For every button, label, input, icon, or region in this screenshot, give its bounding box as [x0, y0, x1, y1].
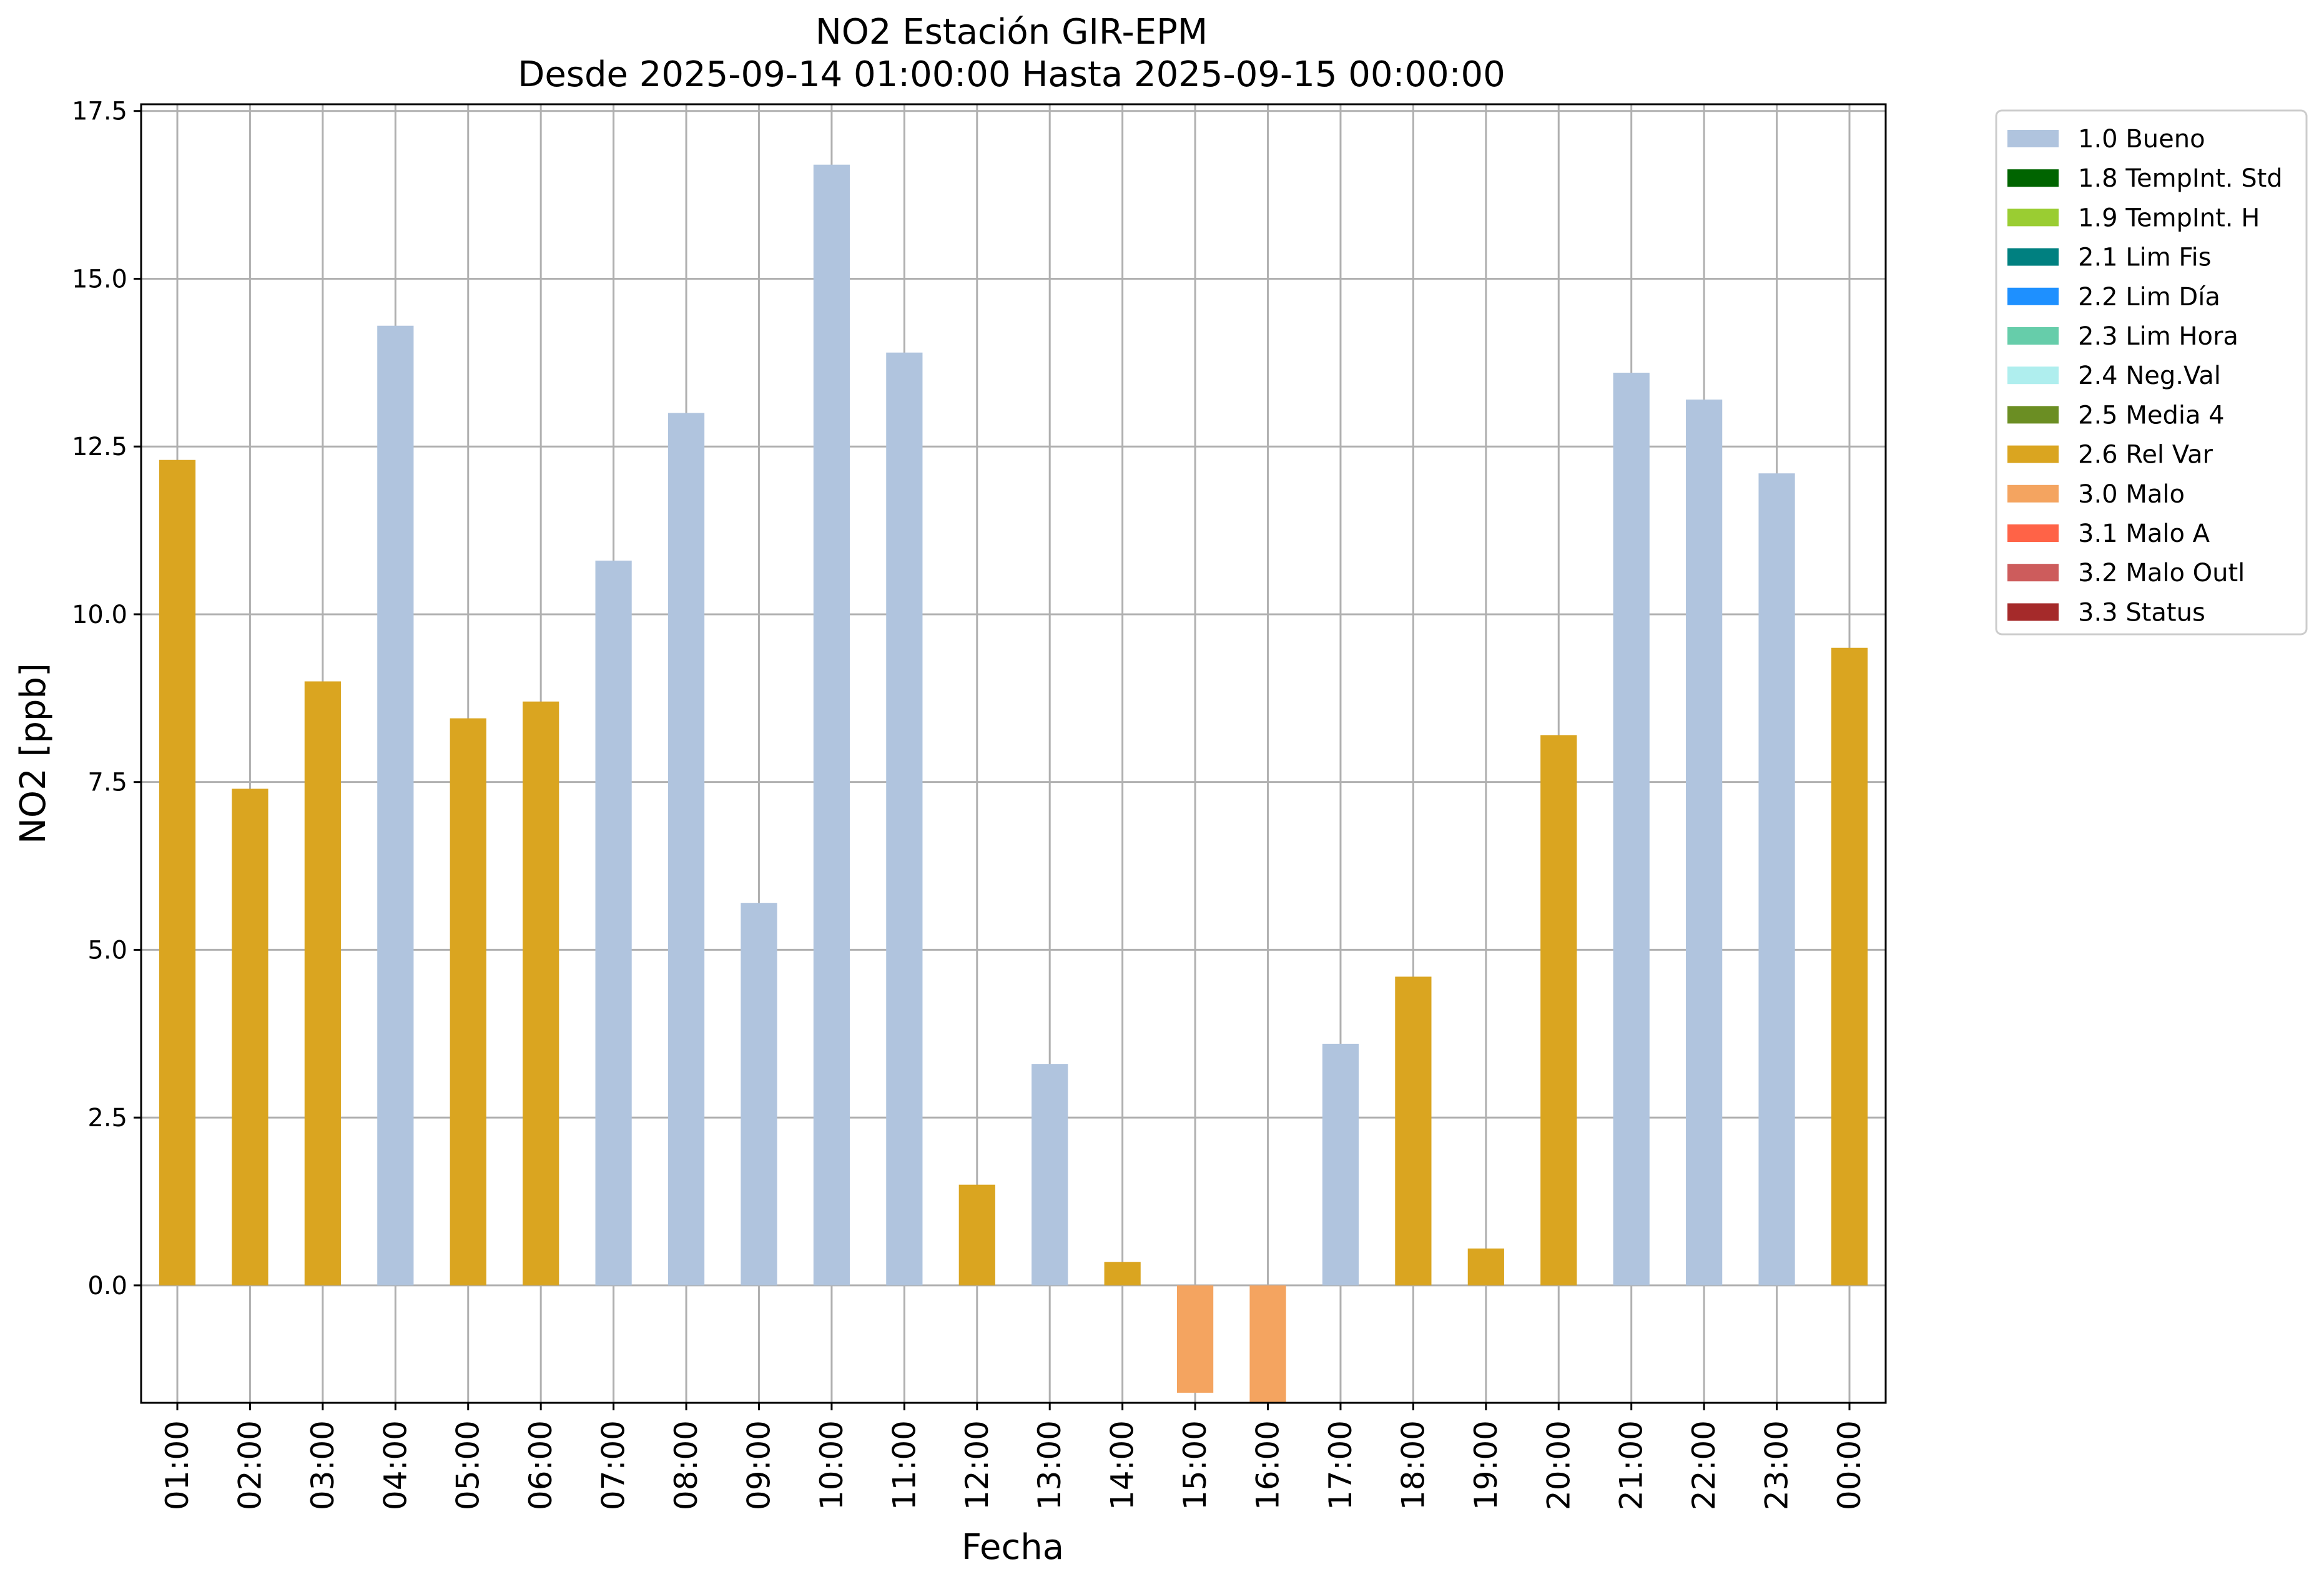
legend-label: 3.0 Malo — [2078, 480, 2185, 509]
x-tick-label: 18:00 — [1395, 1420, 1431, 1510]
legend-label: 1.9 TempInt. H — [2078, 204, 2260, 232]
legend-swatch — [2007, 209, 2059, 227]
legend-swatch — [2007, 406, 2059, 424]
x-tick-label: 04:00 — [377, 1420, 413, 1510]
legend-swatch — [2007, 445, 2059, 463]
y-tick-label: 2.5 — [87, 1104, 127, 1132]
x-tick-label: 03:00 — [305, 1420, 341, 1510]
legend-label: 3.1 Malo A — [2078, 519, 2210, 548]
bar-12:00 — [958, 1184, 995, 1285]
x-axis-ticks: 01:00 02:00 03:00 04:00 05:00 06:00 07:00 08:00… — [159, 1403, 1868, 1510]
bar-04:00 — [377, 325, 414, 1285]
chart-subtitle: Desde 2025-09-14 01:00:00 Hasta 2025-09-… — [518, 54, 1505, 95]
bar-11:00 — [886, 352, 923, 1285]
bar-13:00 — [1032, 1064, 1068, 1285]
plot-frame — [140, 103, 1887, 1404]
x-tick-label: 16:00 — [1250, 1420, 1286, 1510]
x-tick-label: 21:00 — [1613, 1420, 1650, 1510]
x-tick-label: 14:00 — [1105, 1420, 1141, 1510]
bar-21:00 — [1613, 372, 1650, 1285]
x-tick-label: 23:00 — [1759, 1420, 1795, 1510]
x-tick-label: 02:00 — [232, 1420, 268, 1510]
bar-16:00 — [1249, 1285, 1286, 1403]
legend-swatch — [2007, 484, 2059, 503]
legend-label: 2.6 Rel Var — [2078, 441, 2213, 469]
x-tick-label: 08:00 — [668, 1420, 704, 1510]
bar-17:00 — [1322, 1043, 1359, 1285]
legend-label: 2.2 Lim Día — [2078, 283, 2220, 312]
legend-swatch — [2007, 248, 2059, 266]
x-tick-label: 17:00 — [1322, 1420, 1359, 1510]
bar-08:00 — [667, 413, 705, 1285]
legend-swatch — [2007, 603, 2059, 621]
bar-19:00 — [1467, 1248, 1504, 1285]
legend-swatch — [2007, 366, 2059, 385]
legend-swatch — [2007, 287, 2059, 305]
legend-swatch — [2007, 564, 2059, 582]
x-tick-label: 01:00 — [159, 1420, 195, 1510]
legend-label: 1.0 Bueno — [2078, 125, 2205, 154]
bar-15:00 — [1176, 1285, 1214, 1393]
legend-label: 2.5 Media 4 — [2078, 401, 2225, 430]
bar-07:00 — [595, 560, 632, 1285]
y-tick-label: 12.5 — [72, 433, 127, 461]
legend-label: 2.4 Neg.Val — [2078, 361, 2221, 390]
bar-00:00 — [1831, 647, 1868, 1285]
bar-23:00 — [1758, 473, 1795, 1285]
legend-swatch — [2007, 524, 2059, 542]
x-tick-label: 13:00 — [1032, 1420, 1068, 1510]
bar-02:00 — [232, 789, 268, 1285]
x-tick-label: 09:00 — [741, 1420, 777, 1510]
bar-06:00 — [523, 701, 559, 1285]
x-tick-label: 15:00 — [1177, 1420, 1213, 1510]
x-tick-label: 22:00 — [1686, 1420, 1722, 1510]
bar-22:00 — [1686, 399, 1723, 1285]
legend-swatch — [2007, 169, 2059, 187]
y-axis-label: NO2 [ppb] — [13, 663, 54, 844]
x-tick-label: 12:00 — [959, 1420, 995, 1510]
bar-10:00 — [813, 164, 850, 1285]
legend-swatch — [2007, 327, 2059, 345]
x-tick-label: 19:00 — [1468, 1420, 1504, 1510]
bar-09:00 — [741, 903, 777, 1285]
bar-20:00 — [1540, 735, 1577, 1285]
legend-label: 1.8 TempInt. Std — [2078, 164, 2283, 193]
y-tick-label: 15.0 — [72, 265, 127, 293]
legend: 1.0 Bueno 1.8 TempInt. Std 1.9 TempInt. H 2… — [1995, 109, 2308, 636]
legend-box — [1995, 109, 2308, 636]
bars — [159, 164, 1868, 1403]
y-axis-ticks: 0.0 2.5 5.0 7.5 10.0 12.5 15.0 17.5 — [72, 97, 141, 1300]
bar-01:00 — [159, 459, 196, 1285]
legend-swatch — [2007, 130, 2059, 147]
legend-label: 3.2 Malo Outl — [2078, 559, 2245, 587]
x-tick-label: 11:00 — [886, 1420, 922, 1510]
legend-label: 2.3 Lim Hora — [2078, 322, 2238, 351]
legend-label: 3.3 Status — [2078, 598, 2205, 627]
x-axis-label: Fecha — [962, 1527, 1064, 1568]
legend-label: 2.1 Lim Fis — [2078, 243, 2211, 272]
x-tick-label: 05:00 — [450, 1420, 486, 1510]
x-tick-label: 20:00 — [1540, 1420, 1577, 1510]
y-tick-label: 7.5 — [87, 769, 127, 797]
x-tick-label: 07:00 — [596, 1420, 632, 1510]
bar-03:00 — [304, 681, 341, 1285]
y-tick-label: 0.0 — [87, 1272, 127, 1300]
y-tick-label: 10.0 — [72, 601, 127, 629]
y-tick-label: 17.5 — [72, 97, 127, 126]
bar-18:00 — [1395, 976, 1432, 1285]
bar-14:00 — [1104, 1262, 1141, 1285]
x-tick-label: 06:00 — [523, 1420, 559, 1510]
legend-items: 1.0 Bueno 1.8 TempInt. Std 1.9 TempInt. H 2… — [2007, 125, 2283, 627]
x-tick-label: 00:00 — [1831, 1420, 1868, 1510]
y-tick-label: 5.0 — [87, 936, 127, 965]
bar-05:00 — [450, 718, 486, 1285]
chart-title: NO2 Estación GIR-EPM — [815, 12, 1208, 52]
x-tick-label: 10:00 — [814, 1420, 850, 1510]
